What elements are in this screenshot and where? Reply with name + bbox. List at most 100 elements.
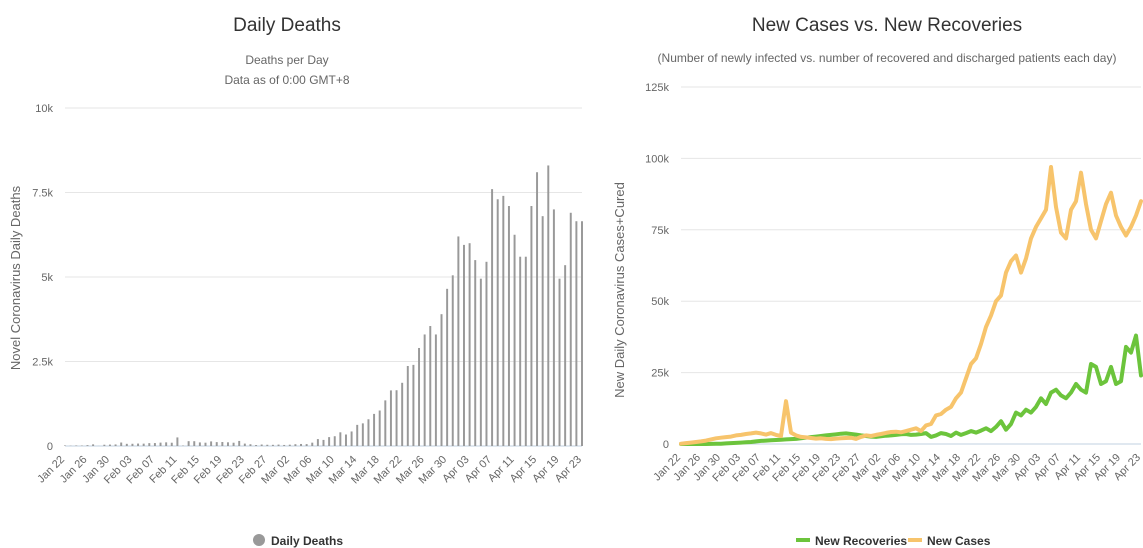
daily-deaths-bar[interactable]	[221, 442, 224, 446]
daily-deaths-bar[interactable]	[423, 334, 426, 446]
daily-deaths-bar[interactable]	[131, 443, 134, 446]
daily-deaths-bar[interactable]	[463, 244, 465, 446]
daily-deaths-bar[interactable]	[496, 199, 499, 446]
daily-deaths-bar[interactable]	[485, 261, 488, 446]
daily-deaths-bar[interactable]	[114, 444, 117, 446]
daily-deaths-bar[interactable]	[305, 444, 308, 446]
daily-deaths-bar[interactable]	[125, 443, 128, 446]
daily-deaths-bar[interactable]	[294, 444, 297, 446]
daily-deaths-bar[interactable]	[210, 441, 213, 446]
daily-deaths-bar[interactable]	[457, 236, 460, 446]
new-recoveries-line[interactable]	[679, 333, 1143, 446]
daily-deaths-bar[interactable]	[283, 444, 286, 446]
daily-deaths-bar[interactable]	[108, 444, 111, 446]
daily-deaths-bar[interactable]	[277, 444, 280, 446]
daily-deaths-bar[interactable]	[524, 256, 527, 446]
daily-deaths-bar[interactable]	[384, 400, 387, 446]
daily-deaths-bar[interactable]	[389, 390, 392, 446]
daily-deaths-bar[interactable]	[170, 442, 173, 446]
daily-deaths-bar[interactable]	[502, 195, 505, 446]
daily-deaths-bar[interactable]	[266, 444, 269, 446]
daily-deaths-bar[interactable]	[361, 423, 364, 446]
daily-deaths-bar[interactable]	[238, 440, 241, 446]
daily-deaths-bar[interactable]	[86, 445, 89, 446]
daily-deaths-bar[interactable]	[451, 275, 454, 446]
daily-deaths-bar[interactable]	[564, 265, 567, 446]
daily-deaths-bar[interactable]	[176, 437, 179, 446]
daily-deaths-bar[interactable]	[215, 442, 218, 446]
daily-deaths-bar[interactable]	[232, 442, 235, 446]
daily-deaths-bar[interactable]	[103, 444, 106, 446]
daily-deaths-bar[interactable]	[367, 419, 370, 446]
chart1-y-ticks: 0 2.5k 5k 7.5k 10k	[32, 103, 53, 453]
y-tick-label: 50k	[651, 296, 669, 308]
daily-deaths-bar[interactable]	[581, 221, 583, 446]
daily-deaths-bar[interactable]	[440, 314, 443, 446]
daily-deaths-bar[interactable]	[395, 390, 398, 446]
daily-deaths-bar[interactable]	[328, 437, 331, 446]
daily-deaths-bar[interactable]	[536, 172, 539, 446]
legend-item-new-cases[interactable]: New Cases	[908, 534, 991, 548]
daily-deaths-bar[interactable]	[344, 434, 347, 446]
daily-deaths-bar[interactable]	[519, 256, 522, 446]
daily-deaths-bar[interactable]	[92, 444, 95, 446]
daily-deaths-bar[interactable]	[547, 165, 550, 446]
daily-deaths-bar[interactable]	[446, 288, 449, 446]
daily-deaths-bar[interactable]	[412, 364, 415, 446]
legend-item-new-recoveries[interactable]: New Recoveries	[796, 534, 907, 548]
daily-deaths-bar[interactable]	[339, 432, 342, 446]
daily-deaths-bar[interactable]	[418, 347, 421, 446]
daily-deaths-bar[interactable]	[479, 278, 482, 446]
daily-deaths-bar[interactable]	[204, 442, 207, 446]
daily-deaths-bar[interactable]	[198, 442, 201, 446]
new-cases-line[interactable]	[679, 165, 1143, 446]
daily-deaths-bar[interactable]	[569, 212, 572, 446]
daily-deaths-bar[interactable]	[137, 443, 140, 446]
daily-deaths-bar[interactable]	[322, 439, 325, 446]
daily-deaths-bar[interactable]	[249, 444, 252, 446]
daily-deaths-bar[interactable]	[378, 410, 381, 446]
daily-deaths-bar[interactable]	[142, 443, 145, 446]
y-tick-label: 0	[663, 439, 669, 451]
daily-deaths-bar[interactable]	[64, 445, 66, 446]
daily-deaths-bar[interactable]	[513, 234, 516, 446]
daily-deaths-bar[interactable]	[491, 189, 494, 446]
daily-deaths-bar[interactable]	[243, 443, 246, 446]
daily-deaths-bar[interactable]	[260, 444, 263, 446]
daily-deaths-bar[interactable]	[429, 326, 432, 446]
daily-deaths-bar[interactable]	[165, 442, 168, 446]
daily-deaths-bar[interactable]	[468, 243, 471, 446]
daily-deaths-bar[interactable]	[226, 442, 229, 446]
chart1-legend[interactable]: Daily Deaths	[253, 534, 343, 548]
daily-deaths-bar[interactable]	[193, 441, 196, 446]
daily-deaths-bar[interactable]	[311, 442, 314, 446]
daily-deaths-bar[interactable]	[316, 439, 319, 446]
daily-deaths-bar[interactable]	[474, 260, 477, 446]
daily-deaths-bar[interactable]	[406, 365, 409, 446]
daily-deaths-bar[interactable]	[575, 221, 578, 446]
daily-deaths-bar[interactable]	[255, 445, 258, 446]
daily-deaths-bar[interactable]	[558, 278, 561, 446]
daily-deaths-bar[interactable]	[333, 436, 336, 446]
daily-deaths-bar[interactable]	[552, 209, 555, 446]
daily-deaths-bar[interactable]	[350, 431, 353, 446]
daily-deaths-bar[interactable]	[507, 206, 510, 446]
daily-deaths-bar[interactable]	[153, 443, 156, 446]
chart1-subtitle-2: Data as of 0:00 GMT+8	[224, 73, 349, 87]
daily-deaths-bar[interactable]	[120, 442, 123, 446]
daily-deaths-bar[interactable]	[75, 445, 78, 446]
daily-deaths-bar[interactable]	[271, 444, 274, 446]
daily-deaths-bar[interactable]	[187, 441, 190, 446]
daily-deaths-bar[interactable]	[300, 443, 303, 446]
daily-deaths-bar[interactable]	[530, 206, 533, 446]
daily-deaths-bar[interactable]	[159, 442, 162, 446]
daily-deaths-bar[interactable]	[401, 382, 404, 446]
daily-deaths-bar[interactable]	[373, 413, 376, 446]
daily-deaths-bar[interactable]	[288, 444, 291, 446]
chart1-title: Daily Deaths	[233, 15, 341, 36]
daily-deaths-bar[interactable]	[148, 443, 151, 446]
daily-deaths-bar[interactable]	[434, 334, 437, 446]
daily-deaths-bar[interactable]	[541, 216, 544, 446]
daily-deaths-bar[interactable]	[356, 424, 359, 446]
